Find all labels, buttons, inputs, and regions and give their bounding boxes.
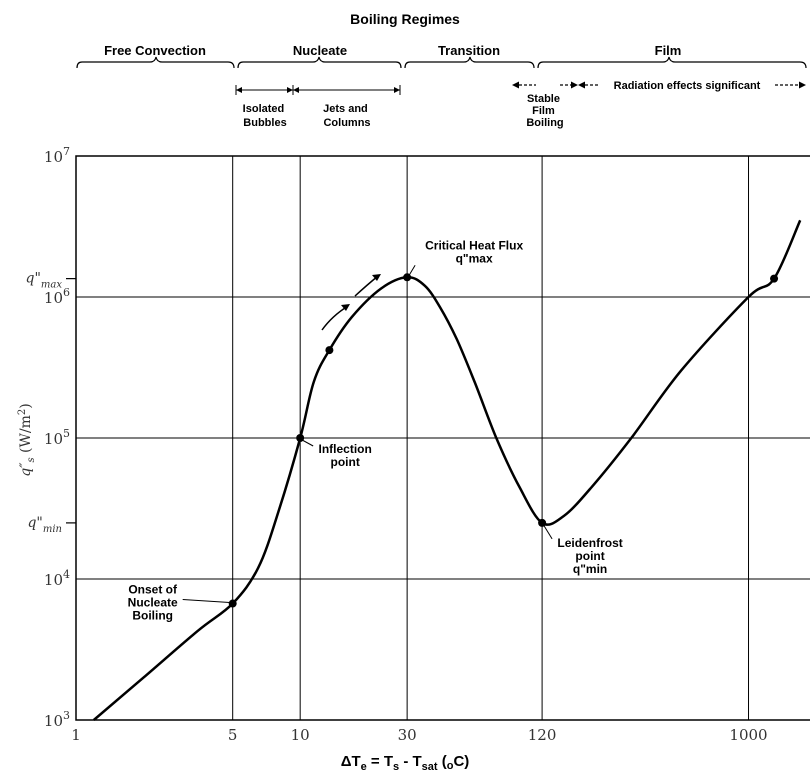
curve-marker-dot: [538, 518, 547, 527]
y-axis-special-marks: q"max q"min: [26, 271, 76, 535]
y-tick-label: 103: [44, 709, 70, 730]
x-tick-label: 5: [228, 726, 238, 744]
annotation-leader: [408, 265, 416, 276]
regime-free-convection: Free Convection: [104, 43, 206, 58]
regime-film: Film: [655, 43, 682, 58]
brace-free-convection: [76, 56, 235, 69]
y-tick-label: 105: [44, 427, 70, 448]
annotation-label: Critical Heat Flux q"max: [425, 238, 523, 265]
y-mark-label: q"min: [27, 515, 62, 535]
curve-marker-dot: [325, 346, 334, 355]
x-tick-label: 120: [528, 726, 557, 744]
y-mark-label: q"max: [26, 271, 63, 291]
curve-marker-dot: [770, 274, 779, 283]
sub-radiation-effects: Radiation effects significant: [614, 80, 761, 92]
nucleate-subrange-arrows: [235, 85, 401, 95]
x-tick-label: 30: [398, 726, 417, 744]
annotation-label: Onset of Nucleate Boiling: [128, 583, 178, 623]
y-axis-label: q″s (W/m2): [17, 403, 37, 476]
x-tick-label: 1000: [729, 726, 767, 744]
curve-markers: [228, 273, 779, 608]
sub-isolated-bubbles: Isolated Bubbles: [243, 103, 288, 129]
sub-stable-film-boiling: Stable Film Boiling: [526, 93, 563, 129]
grid-lines: [76, 156, 810, 720]
curve-annotations: Onset of Nucleate Boiling Inflection point Cr…: [128, 238, 623, 622]
annotation-label: Leidenfrost point q"min: [557, 536, 622, 576]
plot-frame: [75, 155, 810, 721]
regime-header: Free Convection Nucleate Transition Film…: [76, 43, 807, 129]
film-subrange-arrows: [512, 81, 806, 89]
annotation-leader: [543, 525, 553, 540]
regime-transition: Transition: [438, 43, 500, 58]
direction-arrows: [321, 274, 381, 331]
plot-area: 1 5 10 30 120 1000 103 104 105 106 107 q"max q"min…: [26, 145, 810, 744]
y-tick-label: 107: [44, 145, 70, 166]
chart-title: Boiling Regimes: [350, 11, 460, 27]
y-tick-label: 106: [44, 286, 70, 307]
brace-film: [537, 56, 807, 69]
y-axis-ticks: 103 104 105 106 107: [44, 145, 70, 730]
x-tick-label: 1: [71, 726, 81, 744]
sub-jets-columns: Jets and Columns: [323, 103, 371, 129]
curve-marker-dot: [228, 599, 237, 608]
annotation-leader: [301, 439, 314, 447]
brace-nucleate: [237, 56, 402, 69]
boiling-curve-series: [92, 219, 802, 721]
annotation-label: Inflection point: [319, 442, 372, 469]
regime-nucleate: Nucleate: [293, 43, 347, 58]
x-axis-ticks: 1 5 10 30 120 1000: [71, 726, 767, 744]
annotation-leader: [182, 599, 230, 604]
x-tick-label: 10: [291, 726, 310, 744]
x-axis-label: ΔTe = Ts - Tsat (oC): [341, 753, 470, 773]
y-tick-label: 104: [44, 568, 70, 589]
brace-transition: [404, 56, 535, 69]
